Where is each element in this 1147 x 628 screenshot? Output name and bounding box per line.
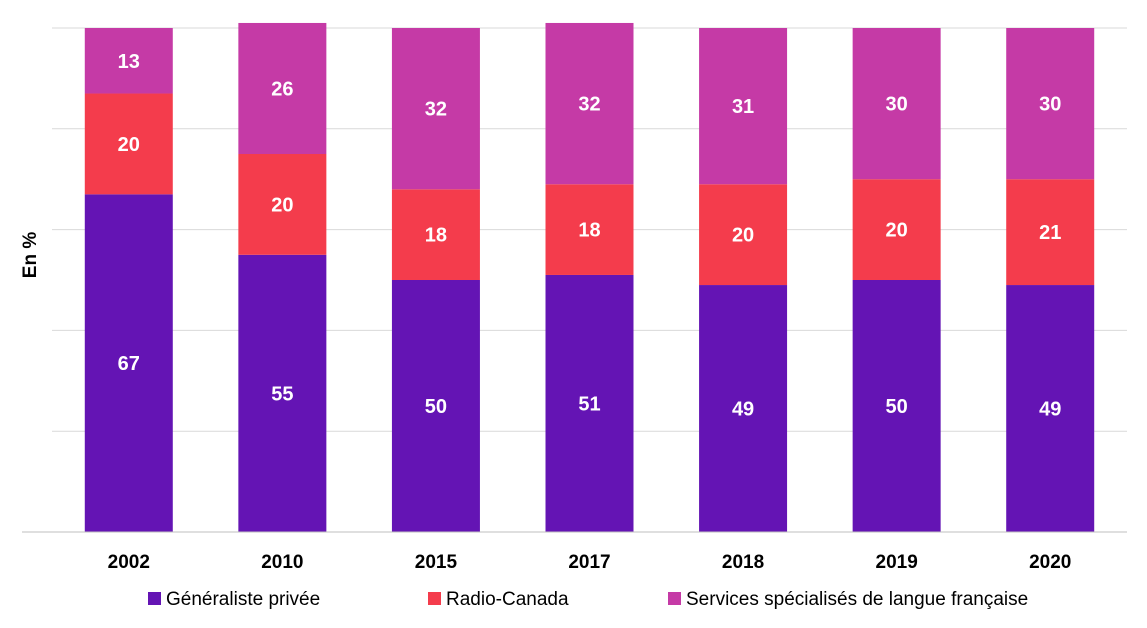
bar-segment (1006, 285, 1095, 532)
bar-segment (84, 28, 173, 94)
legend-label: Services spécialisés de langue française (686, 589, 1028, 610)
data-label: 30 (1039, 94, 1061, 116)
bar-segment (1006, 28, 1095, 180)
bar-segment (545, 274, 634, 532)
legend-swatch (668, 592, 681, 605)
data-label: 18 (425, 225, 447, 247)
data-label: 49 (732, 399, 754, 421)
legend: Généraliste privée Radio-Canada Services s… (148, 589, 1028, 610)
data-labels: 67 20 13 55 20 26 50 18 32 51 18 32 49 20 31 50 20 30 49 21… (118, 51, 1062, 421)
data-label: 20 (886, 220, 908, 242)
bar-segment (699, 184, 788, 286)
bar-segment (84, 194, 173, 532)
legend-swatch (148, 592, 161, 605)
bar-segment (84, 93, 173, 195)
x-tick-label: 2015 (415, 552, 458, 573)
data-label: 51 (578, 393, 600, 415)
bar-segment (699, 28, 788, 185)
x-tick-label: 2017 (568, 552, 610, 573)
data-label: 32 (425, 99, 447, 121)
data-label: 18 (578, 220, 600, 242)
data-label: 50 (886, 396, 908, 418)
bar-segment (852, 28, 941, 180)
legend-item: Services spécialisés de langue française (668, 589, 1028, 610)
bar-segment (545, 22, 634, 185)
legend-swatch (428, 592, 441, 605)
x-tick-label: 2020 (1029, 552, 1071, 573)
data-label: 13 (118, 51, 140, 73)
data-label: 30 (886, 94, 908, 116)
x-tick-label: 2019 (876, 552, 918, 573)
bars (84, 22, 1095, 533)
legend-item: Radio-Canada (428, 589, 569, 610)
bar-segment (391, 28, 480, 190)
bar-segment (391, 189, 480, 280)
legend-label: Généraliste privée (166, 589, 320, 610)
data-label: 67 (118, 353, 140, 375)
data-label: 20 (271, 194, 293, 216)
bar-segment (1006, 179, 1095, 286)
bar-segment (238, 154, 327, 255)
data-label: 50 (425, 396, 447, 418)
x-tick-label: 2018 (722, 552, 764, 573)
data-label: 26 (271, 78, 293, 100)
x-tick-label: 2002 (108, 552, 150, 573)
bar-segment (852, 179, 941, 280)
data-label: 20 (732, 225, 754, 247)
bar-segment (545, 184, 634, 275)
x-tick-label: 2010 (261, 552, 303, 573)
x-axis-ticks: 2002 2010 2015 2017 2018 2019 2020 (108, 552, 1072, 573)
bar-segment (391, 280, 480, 532)
legend-label: Radio-Canada (446, 589, 569, 610)
data-label: 55 (271, 383, 293, 405)
data-label: 49 (1039, 399, 1061, 421)
bar-segment (699, 285, 788, 532)
bar-segment (238, 22, 327, 155)
data-label: 21 (1039, 222, 1061, 244)
data-label: 20 (118, 134, 140, 156)
data-label: 32 (578, 94, 600, 116)
legend-item: Généraliste privée (148, 589, 320, 610)
y-axis-title: En % (20, 232, 41, 279)
bar-segment (852, 280, 941, 532)
data-label: 31 (732, 96, 754, 118)
bar-segment (238, 254, 327, 533)
